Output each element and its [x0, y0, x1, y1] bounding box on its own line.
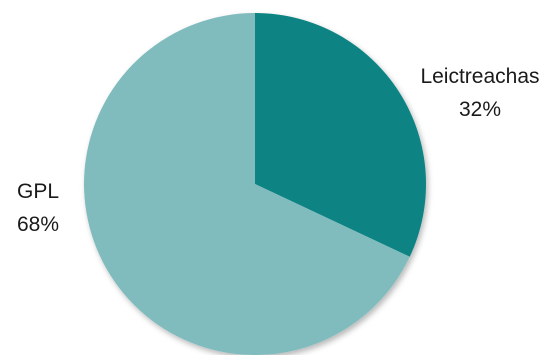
pie-slice-gpl — [84, 13, 410, 355]
pie-slices — [84, 13, 426, 355]
pie-labels: Leictreachas 32% GPL 68% — [17, 65, 540, 236]
slice-name-label-leictreachas: Leictreachas — [420, 65, 539, 88]
slice-value-label-gpl: 68% — [17, 213, 59, 236]
slice-name-label-gpl: GPL — [17, 180, 59, 203]
slice-value-label-leictreachas: 32% — [459, 98, 501, 121]
pie-slice-leictreachas — [255, 13, 426, 257]
